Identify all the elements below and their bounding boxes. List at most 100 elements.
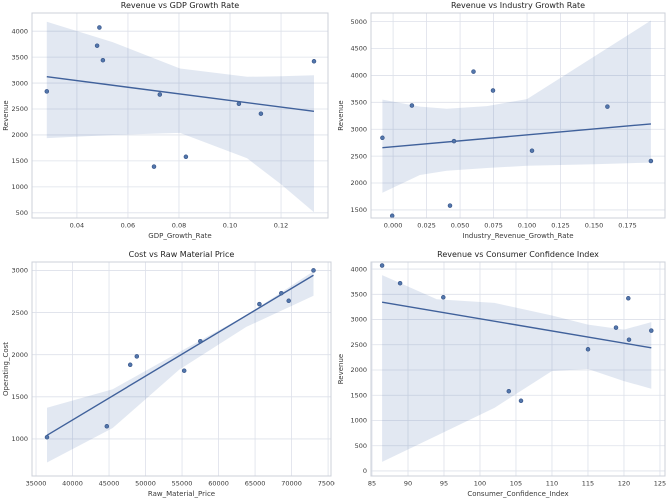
y-tick-label: 3000	[11, 79, 28, 87]
x-tick-label: 100	[474, 480, 486, 488]
y-tick-label: 1000	[11, 183, 28, 191]
data-point	[506, 388, 512, 394]
x-tick-label: 40000	[62, 480, 83, 488]
data-point	[97, 25, 102, 30]
y-tick-label: 2000	[11, 351, 28, 359]
y-tick-label: 1000	[350, 417, 367, 425]
y-tick-label: 3500	[350, 99, 367, 107]
x-tick-label: 85	[368, 480, 376, 488]
y-tick-label: 2000	[350, 179, 367, 187]
y-tick-label: 3500	[350, 291, 367, 299]
y-tick-label: 3000	[350, 125, 367, 133]
data-point	[257, 301, 262, 307]
y-axis-label: Revenue	[2, 100, 10, 131]
data-point	[379, 263, 385, 268]
y-tick-label: 4000	[350, 72, 367, 80]
x-tick-label: 0.100	[518, 222, 537, 230]
data-point	[649, 328, 654, 333]
x-tick-label: 0.175	[618, 222, 637, 230]
y-tick-label: 2500	[11, 105, 28, 113]
data-point	[529, 148, 535, 153]
confidence-band	[47, 271, 314, 463]
data-point	[258, 111, 264, 116]
x-tick-label: 95	[440, 480, 448, 488]
y-axis-label: Operating_Cost	[2, 342, 10, 396]
y-tick-label: 2500	[11, 309, 28, 317]
plot-area	[371, 13, 665, 218]
data-point	[157, 92, 163, 97]
y-tick-label: 4000	[11, 27, 28, 35]
y-tick-label: 3500	[11, 53, 28, 61]
plot-area	[32, 13, 328, 218]
data-point	[183, 154, 189, 160]
y-tick-label: 1500	[350, 391, 367, 399]
x-tick-label: 105	[510, 480, 522, 488]
data-point	[409, 103, 415, 108]
data-point	[279, 290, 284, 296]
data-point	[286, 298, 291, 304]
chart-svg-cost-vs-raw-material-price: 35000 40000 45000 50000 55000 60000 65000 70000…	[2, 250, 335, 498]
plot-spines	[370, 12, 666, 219]
plot-spines	[370, 261, 666, 477]
data-point	[127, 362, 133, 368]
data-point	[389, 213, 395, 219]
data-point	[380, 135, 385, 141]
data-point	[134, 354, 140, 359]
y-tick-label: 3000	[11, 267, 28, 275]
x-tick-label: 35000	[26, 480, 47, 488]
x-tick-label: 0.050	[451, 222, 470, 230]
plot-area	[371, 262, 665, 476]
chart-svg-revenue-vs-industry-growth-rate: 0.000 0.025 0.050 0.075 0.100 0.125 0.150 0.175…	[337, 1, 666, 240]
data-point	[100, 57, 106, 63]
x-tick-label: 75000	[318, 480, 335, 488]
chart-title: Revenue vs Consumer Confidence Index	[437, 250, 599, 259]
confidence-band	[382, 20, 651, 193]
data-point	[518, 398, 524, 404]
trend-line	[46, 274, 314, 436]
y-tick-label: 2500	[350, 152, 367, 160]
x-tick-label: 0.10	[223, 222, 237, 230]
confidence-band	[382, 275, 652, 462]
data-point	[447, 203, 453, 208]
x-tick-label: 120	[618, 480, 630, 488]
x-tick-label: 65000	[245, 480, 266, 488]
data-point	[648, 158, 654, 164]
data-point	[311, 268, 316, 273]
data-point	[605, 104, 610, 109]
data-point	[311, 59, 317, 64]
x-tick-label: 0.12	[274, 222, 288, 230]
x-tick-label: 0.08	[172, 222, 186, 230]
y-tick-label: 1500	[350, 206, 367, 214]
y-tick-label: 500	[16, 209, 28, 217]
y-tick-label: 1500	[11, 393, 28, 401]
plot-spines	[31, 261, 332, 477]
data-point	[44, 434, 50, 440]
y-tick-label: 4500	[350, 45, 367, 53]
x-axis-label: Industry_Revenue_Growth_Rate	[462, 232, 573, 240]
plot-area	[32, 262, 331, 476]
data-point	[104, 424, 110, 429]
chart-title: Revenue vs Industry Growth Rate	[451, 1, 585, 10]
data-point	[585, 347, 591, 352]
x-tick-label: 45000	[99, 480, 120, 488]
y-tick-label: 4000	[350, 265, 367, 273]
chart-title: Revenue vs GDP Growth Rate	[121, 1, 239, 10]
data-point	[451, 138, 457, 144]
x-tick-label: 60000	[208, 480, 229, 488]
chart-svg-revenue-vs-consumer-confidence-index: 85 90 95 100 105 110 115 120 125 0 500 1000 1500 2000…	[337, 250, 666, 498]
data-point	[94, 43, 100, 48]
data-point	[471, 69, 476, 74]
data-point	[181, 368, 187, 373]
x-tick-label: 55000	[172, 480, 193, 488]
y-tick-label: 2500	[350, 341, 367, 349]
y-tick-label: 3000	[350, 316, 367, 324]
scatter-chart-revenue-vs-industry-growth-rate: 0.000 0.025 0.050 0.075 0.100 0.125 0.150 0.175…	[335, 0, 669, 250]
trend-line	[46, 76, 315, 113]
plot-spines	[31, 12, 329, 219]
data-point	[236, 101, 242, 107]
scatter-chart-revenue-vs-consumer-confidence-index: 85 90 95 100 105 110 115 120 125 0 500 1000 1500 2000…	[335, 250, 669, 500]
x-tick-label: 0.075	[484, 222, 503, 230]
confidence-band	[46, 21, 315, 213]
y-tick-label: 5000	[350, 18, 367, 26]
